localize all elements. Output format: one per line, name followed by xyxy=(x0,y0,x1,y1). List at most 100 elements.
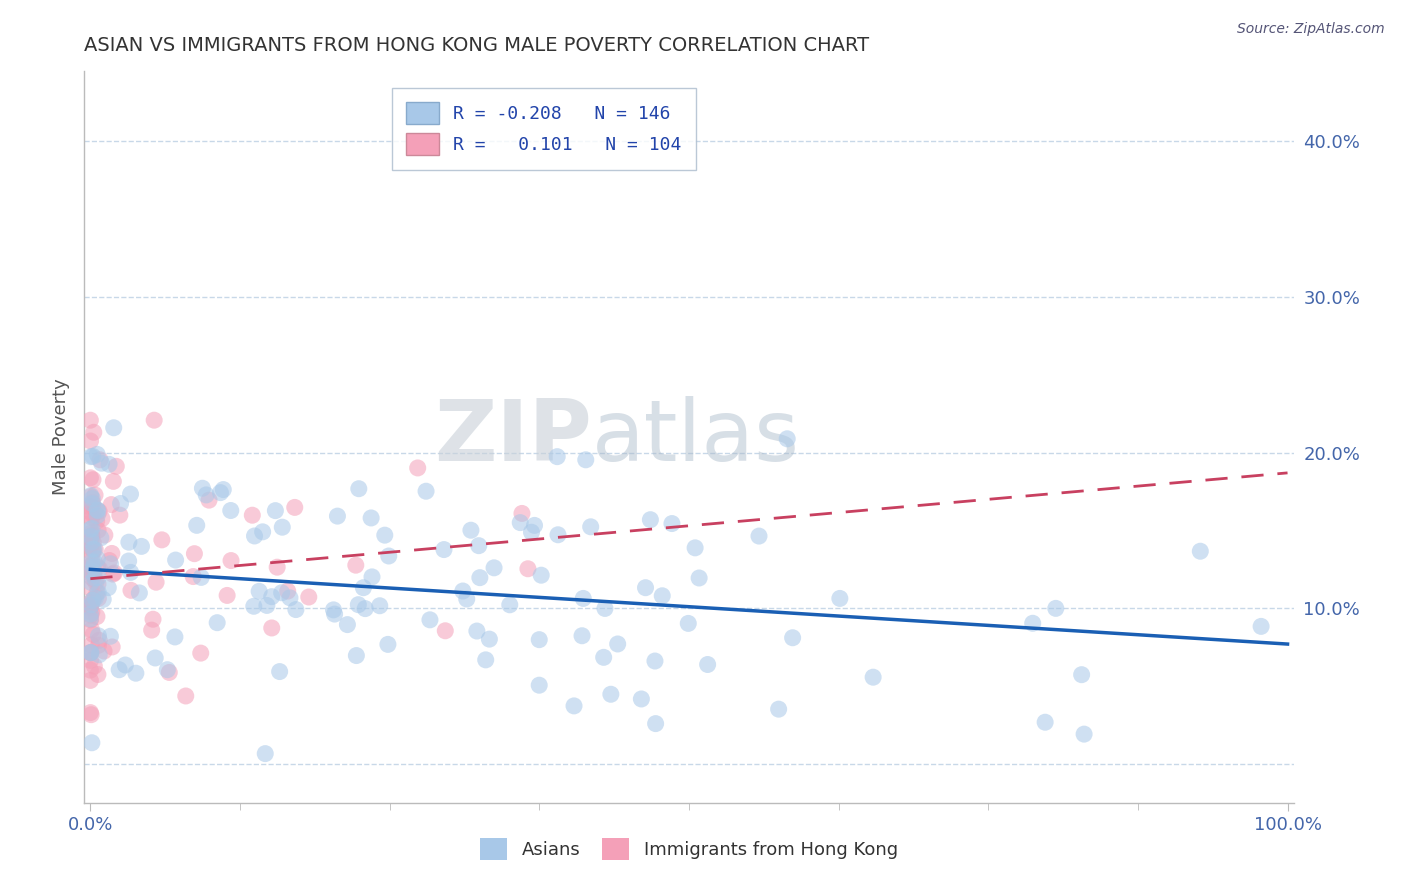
Point xyxy=(260,621,283,635)
Point xyxy=(260,590,283,604)
Point xyxy=(91,592,114,607)
Point xyxy=(94,528,117,542)
Point xyxy=(183,547,205,561)
Point xyxy=(100,498,122,512)
Point xyxy=(80,552,103,566)
Point xyxy=(80,558,103,573)
Point xyxy=(86,552,108,566)
Point xyxy=(125,666,148,681)
Point xyxy=(128,586,150,600)
Point xyxy=(79,522,101,536)
Point xyxy=(83,425,105,440)
Point xyxy=(80,489,103,503)
Point xyxy=(468,539,491,553)
Point xyxy=(82,541,104,556)
Point xyxy=(157,665,180,680)
Point xyxy=(79,600,101,615)
Point xyxy=(451,584,474,599)
Point xyxy=(575,452,598,467)
Point xyxy=(87,504,110,518)
Point xyxy=(79,490,101,504)
Point xyxy=(80,646,103,660)
Point xyxy=(87,523,110,537)
Point xyxy=(209,485,232,500)
Point xyxy=(80,533,103,547)
Point xyxy=(456,592,478,607)
Point xyxy=(89,648,111,662)
Point xyxy=(523,518,546,533)
Point xyxy=(83,542,105,557)
Point xyxy=(748,529,770,543)
Point xyxy=(344,648,367,663)
Point xyxy=(683,541,706,555)
Point xyxy=(640,513,662,527)
Point xyxy=(79,607,101,621)
Point xyxy=(571,629,593,643)
Point xyxy=(80,528,103,542)
Point xyxy=(270,586,292,600)
Point xyxy=(630,692,652,706)
Point xyxy=(84,591,107,606)
Point xyxy=(84,542,107,557)
Point xyxy=(415,484,437,499)
Point xyxy=(89,633,111,648)
Point xyxy=(120,487,142,501)
Point xyxy=(86,508,108,523)
Point xyxy=(284,602,307,616)
Point xyxy=(120,566,142,580)
Point xyxy=(768,702,790,716)
Point xyxy=(368,599,391,613)
Point xyxy=(82,491,104,506)
Point xyxy=(82,593,104,607)
Point xyxy=(80,736,103,750)
Point xyxy=(80,638,103,652)
Point xyxy=(87,577,110,591)
Point xyxy=(468,571,491,585)
Point xyxy=(79,540,101,554)
Point xyxy=(82,495,104,509)
Point xyxy=(163,630,186,644)
Point xyxy=(530,568,553,582)
Point xyxy=(142,612,165,626)
Point xyxy=(240,508,263,523)
Point xyxy=(80,575,103,590)
Text: ASIAN VS IMMIGRANTS FROM HONG KONG MALE POVERTY CORRELATION CHART: ASIAN VS IMMIGRANTS FROM HONG KONG MALE … xyxy=(84,36,869,54)
Point xyxy=(579,520,602,534)
Point xyxy=(562,698,585,713)
Point xyxy=(79,537,101,551)
Point xyxy=(98,553,121,567)
Point xyxy=(190,570,212,584)
Point xyxy=(79,530,101,544)
Point xyxy=(1045,601,1067,615)
Text: ZIP: ZIP xyxy=(434,395,592,479)
Point xyxy=(433,542,456,557)
Point xyxy=(82,543,104,558)
Point xyxy=(828,591,851,606)
Point xyxy=(79,608,101,623)
Point xyxy=(419,613,441,627)
Point xyxy=(354,601,377,615)
Point xyxy=(79,516,101,530)
Point xyxy=(82,508,104,522)
Point xyxy=(1021,616,1043,631)
Point xyxy=(572,591,595,606)
Point xyxy=(217,589,239,603)
Point xyxy=(131,540,153,554)
Point xyxy=(266,560,288,574)
Point xyxy=(97,581,120,595)
Point xyxy=(145,575,167,590)
Point xyxy=(82,497,104,511)
Point xyxy=(1073,727,1095,741)
Point xyxy=(79,558,101,573)
Point xyxy=(478,632,501,647)
Point xyxy=(465,624,488,638)
Point xyxy=(79,706,101,720)
Point xyxy=(87,585,110,599)
Point xyxy=(114,658,136,673)
Point xyxy=(378,549,401,563)
Point xyxy=(529,632,551,647)
Point xyxy=(117,554,139,568)
Point xyxy=(101,546,124,560)
Point xyxy=(79,645,101,659)
Point xyxy=(108,508,131,522)
